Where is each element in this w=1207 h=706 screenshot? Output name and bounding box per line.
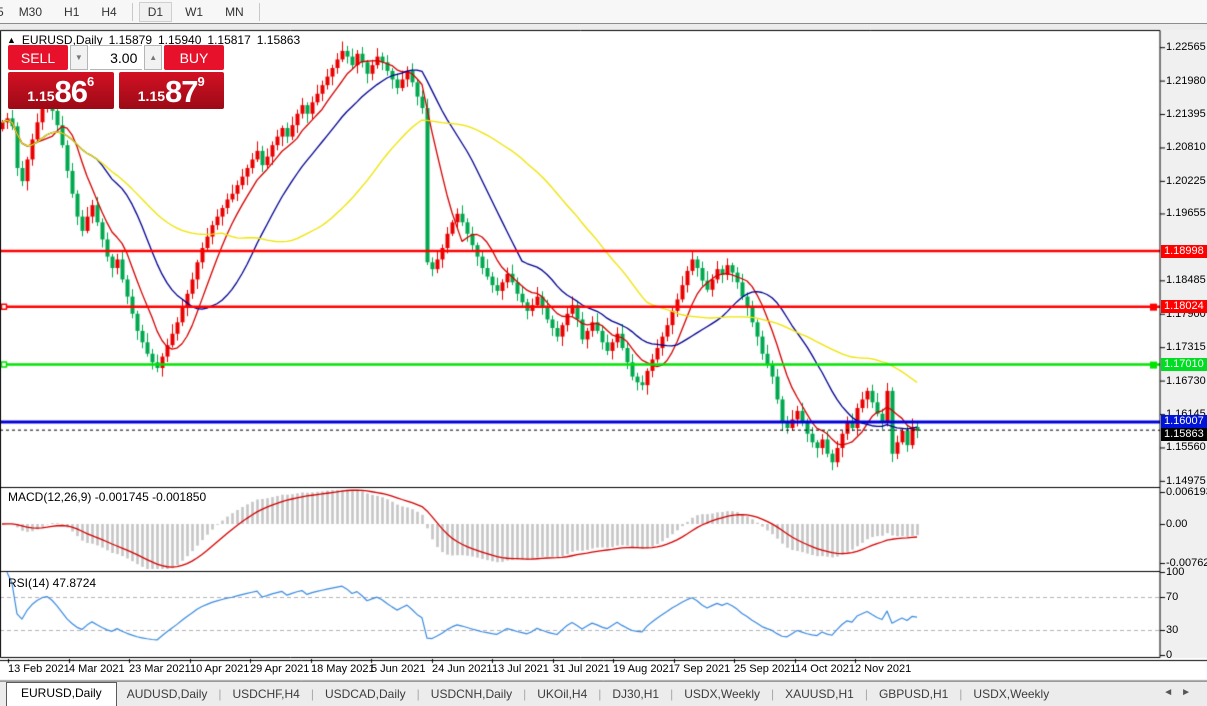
tab-scroll-arrows[interactable]: ◄► (1163, 687, 1199, 698)
sell-price-prefix: 1.15 (27, 88, 55, 104)
date-axis-label: 2 Nov 2021 (855, 663, 912, 675)
chart-tab-usdchf-h4[interactable]: USDCHF,H4 (232, 687, 300, 701)
chart-tab-usdcnh-daily[interactable]: USDCNH,Daily (430, 687, 513, 701)
volume-increase-icon[interactable]: ▲ (144, 45, 162, 70)
chart-tab-usdcad-daily[interactable]: USDCAD,Daily (324, 687, 406, 701)
ohlc-open: 1.15879 (108, 33, 152, 47)
price-axis-label: 1.18485 (1166, 274, 1206, 287)
rsi-axis-label: 0 (1166, 648, 1173, 661)
ohlc-close: 1.15863 (256, 33, 301, 47)
tab-scroll-left-icon[interactable]: ◄ (1163, 687, 1182, 698)
toolbar-separator (258, 2, 260, 21)
price-axis-label: 1.21395 (1166, 108, 1206, 121)
timeframe-button-m30[interactable]: M30 (18, 4, 43, 19)
tab-separator: | (771, 687, 775, 701)
price-axis-label: 1.19655 (1166, 207, 1206, 220)
price-axis-label: 1.20225 (1166, 174, 1206, 187)
macd-axis-label: 0.00 (1166, 518, 1188, 530)
price-axis-label: 1.16730 (1166, 374, 1206, 387)
rsi-axis-label: 100 (1166, 566, 1185, 579)
macd-indicator-label: MACD(12,26,9) -0.001745 -0.001850 (8, 490, 207, 504)
price-axis-label: 1.17315 (1166, 341, 1206, 354)
tab-separator: | (959, 687, 963, 701)
buy-price-pip: 9 (197, 74, 205, 89)
date-axis-label: 10 Apr 2021 (190, 663, 250, 675)
sell-price-pip: 6 (87, 74, 95, 89)
price-level-badge[interactable]: 1.15863 (1161, 428, 1207, 442)
toolbar-separator (131, 2, 133, 21)
price-level-badge[interactable]: 1.16007 (1161, 415, 1207, 429)
tab-separator: | (864, 687, 868, 701)
date-axis-label: 13 Jul 2021 (492, 663, 549, 675)
macd-axis-label: 0.006193 (1166, 486, 1207, 499)
date-axis-label: 14 Oct 2021 (795, 663, 855, 675)
timeframe-button-h4[interactable]: H4 (101, 4, 117, 19)
symbol-title: EURUSD,Daily (21, 33, 103, 47)
volume-input[interactable]: 3.00 (89, 45, 143, 70)
date-axis-label: 29 Apr 2021 (250, 663, 310, 675)
chart-tab-audusd-daily[interactable]: AUDUSD,Daily (126, 687, 208, 701)
rsi-indicator-label: RSI(14) 47.8724 (8, 576, 97, 590)
timeframe-button-d1[interactable]: D1 (138, 1, 173, 22)
chart-tab-usdx-weekly[interactable]: USDX,Weekly (684, 687, 760, 701)
price-level-badge[interactable]: 1.18998 (1161, 244, 1207, 258)
tab-scroll-right-icon[interactable]: ► (1181, 687, 1199, 698)
tab-separator: | (598, 687, 602, 701)
tab-separator: | (670, 687, 674, 701)
date-axis-label: 13 Feb 2021 (8, 663, 70, 675)
timeframe-button-h1[interactable]: H1 (64, 4, 80, 19)
chart-tab-ukoil-h4[interactable]: UKOil,H4 (537, 687, 588, 701)
date-axis-label: 25 Sep 2021 (734, 663, 797, 675)
tab-separator: | (218, 687, 222, 701)
sell-price-big: 86 (54, 74, 88, 109)
date-axis-label: 7 Sep 2021 (674, 663, 731, 675)
date-axis-label: 18 May 2021 (311, 663, 375, 675)
date-axis-label: 24 Jun 2021 (432, 663, 493, 675)
date-axis-label: 19 Aug 2021 (613, 663, 675, 675)
buy-price-display[interactable]: 1.15 87 9 (118, 72, 224, 109)
price-axis-label: 1.21980 (1166, 74, 1206, 87)
tab-separator: | (416, 687, 420, 701)
price-axis-label: 1.20810 (1166, 141, 1206, 154)
price-level-badge[interactable]: 1.18024 (1161, 300, 1207, 314)
timeframe-button-mn[interactable]: MN (225, 4, 244, 19)
rsi-axis-label: 30 (1166, 624, 1179, 636)
timeframe-button-w1[interactable]: W1 (185, 4, 204, 19)
chart-tab-eurusd-daily[interactable]: EURUSD,Daily (6, 682, 117, 706)
chart-title-bar: ▲ EURUSD,Daily 1.15879 1.15940 1.15817 1… (7, 33, 300, 47)
price-axis-label: 1.14975 (1166, 474, 1206, 487)
buy-button[interactable]: BUY (163, 45, 224, 70)
chart-tab-dj30-h1[interactable]: DJ30,H1 (612, 687, 660, 701)
sell-button[interactable]: SELL (8, 45, 68, 70)
price-axis-label: 1.15560 (1166, 441, 1206, 454)
price-axis-label: 1.22565 (1166, 41, 1206, 54)
rsi-axis-label: 70 (1166, 591, 1179, 603)
chart-tab-xauusd-h1[interactable]: XAUUSD,H1 (785, 687, 854, 701)
date-axis-label: 23 Mar 2021 (129, 663, 191, 675)
buy-price-prefix: 1.15 (137, 88, 166, 104)
chart-tab-gbpusd-h1[interactable]: GBPUSD,H1 (878, 687, 949, 701)
timeframe-toolbar: 5 M30 H1 H4 D1 W1 MN (0, 0, 1207, 24)
date-axis-label: 5 Jun 2021 (371, 663, 426, 675)
collapse-panel-icon[interactable]: ▲ (7, 35, 16, 45)
volume-decrease-icon[interactable]: ▼ (70, 45, 88, 70)
buy-price-big: 87 (165, 74, 198, 109)
date-axis-label: 4 Mar 2021 (69, 663, 125, 675)
ohlc-low: 1.15817 (207, 33, 251, 47)
chart-tab-usdx-weekly[interactable]: USDX,Weekly (973, 687, 1050, 701)
one-click-trade-panel: SELL ▼ 3.00 ▲ BUY 1.15 86 6 1.15 87 9 (8, 45, 224, 109)
chart-tab-bar: EURUSD,Daily AUDUSD,Daily | USDCHF,H4 | USDCA… (0, 681, 1207, 706)
price-level-badge[interactable]: 1.17010 (1161, 358, 1207, 372)
date-axis-label: 31 Jul 2021 (553, 663, 610, 675)
timeframe-partial-label[interactable]: 5 (0, 4, 4, 19)
sell-price-display[interactable]: 1.15 86 6 (8, 72, 114, 109)
ohlc-high: 1.15940 (158, 33, 202, 47)
tab-separator: | (310, 687, 314, 701)
tab-separator: | (523, 687, 527, 701)
